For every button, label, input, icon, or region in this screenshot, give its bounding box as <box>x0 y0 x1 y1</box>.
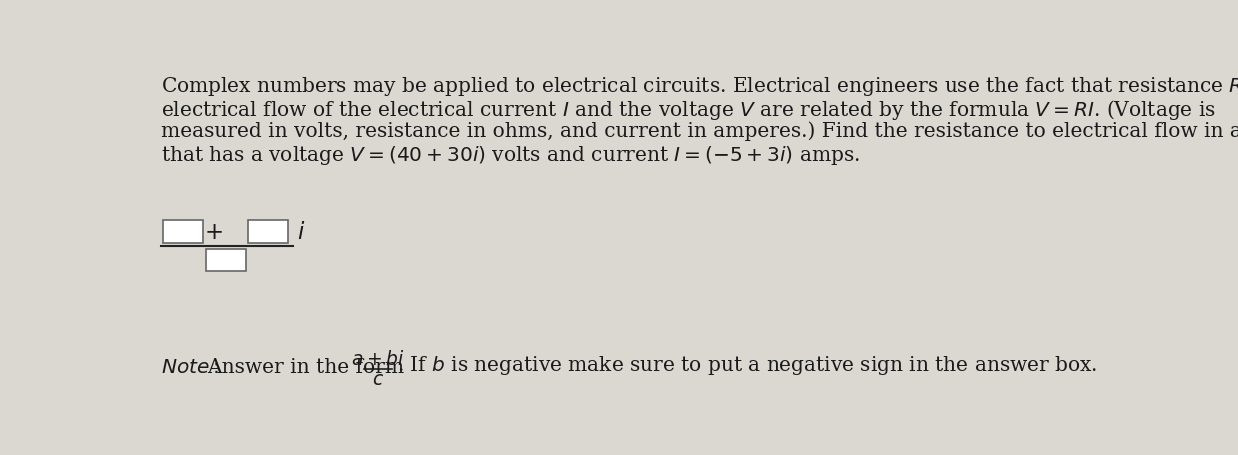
Text: Complex numbers may be applied to electrical circuits. Electrical engineers use : Complex numbers may be applied to electr… <box>161 75 1238 97</box>
Text: $\mathit{Note{:}}$: $\mathit{Note{:}}$ <box>161 357 219 376</box>
Bar <box>248 221 288 243</box>
Text: that has a voltage $V = (40 + 30i)$ volts and current $I = (-5 + 3i)$ amps.: that has a voltage $V = (40 + 30i)$ volt… <box>161 144 860 167</box>
Text: electrical flow of the electrical current $I$ and the voltage $V$ are related by: electrical flow of the electrical curren… <box>161 98 1216 121</box>
Bar <box>206 250 246 271</box>
Bar <box>162 221 203 243</box>
Text: Answer in the form: Answer in the form <box>208 357 405 376</box>
Text: measured in volts, resistance in ohms, and current in amperes.) Find the resista: measured in volts, resistance in ohms, a… <box>161 121 1238 140</box>
Text: $i$: $i$ <box>297 221 306 243</box>
Text: . If $b$ is negative make sure to put a negative sign in the answer box.: . If $b$ is negative make sure to put a … <box>396 353 1097 376</box>
Text: $+$: $+$ <box>204 221 223 243</box>
Text: $c$: $c$ <box>371 370 384 388</box>
Text: $a + bi$: $a + bi$ <box>352 349 405 368</box>
